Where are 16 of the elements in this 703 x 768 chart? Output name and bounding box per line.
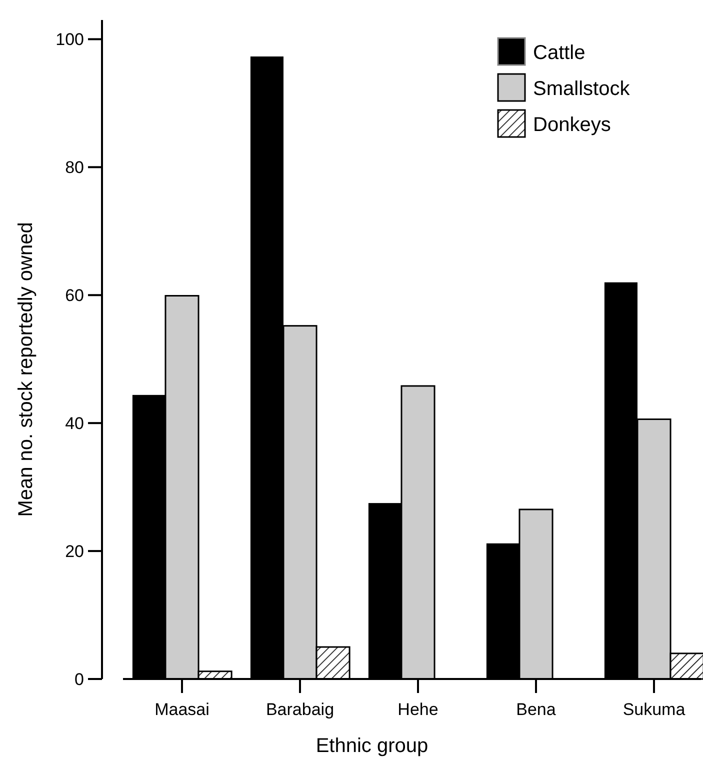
y-tick-label: 40	[65, 414, 84, 434]
x-tick-label: Maasai	[154, 700, 210, 719]
legend-label: Donkeys	[533, 114, 611, 136]
x-tick-label: Barabaig	[266, 700, 334, 719]
y-tick-label: 60	[65, 286, 84, 306]
legend-label: Cattle	[533, 42, 586, 64]
y-tick-label: 0	[74, 670, 84, 689]
y-tick-label: 100	[56, 30, 84, 50]
x-tick-label: Hehe	[398, 700, 438, 719]
y-tick-label: 20	[65, 542, 84, 561]
y-tick-label: 80	[65, 158, 84, 178]
x-tick-label: Sukuma	[622, 700, 686, 719]
y-axis-title: Mean no. stock reportedly owned	[15, 222, 37, 517]
legend-label: Smallstock	[533, 78, 631, 100]
x-tick-label: Bena	[516, 700, 556, 719]
x-axis-title: Ethnic group	[316, 735, 428, 757]
